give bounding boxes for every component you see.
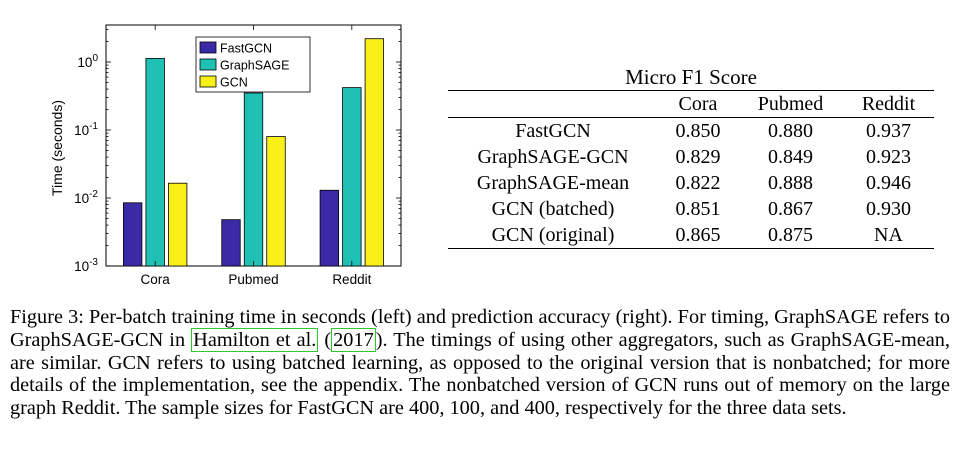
table-cell-method: GraphSAGE-GCN — [477, 146, 629, 168]
figure-caption: Figure 3: Per-batch training time in sec… — [10, 306, 950, 420]
citation-year-link[interactable]: 2017 — [331, 327, 376, 352]
f1-table-block: Micro F1 Score Cora Pubmed Reddit FastGC… — [448, 64, 934, 249]
legend-swatch-graphsage — [199, 58, 217, 71]
y-tick-label: 100 — [77, 53, 98, 70]
table-cell-method: GCN (original) — [491, 224, 615, 246]
caption-text: . The timings of using other aggregators… — [10, 328, 951, 420]
legend-label-graphsage: GraphSAGE — [220, 59, 289, 73]
legend-label-fastgcn: FastGCN — [220, 42, 272, 56]
table-cell-method: GraphSAGE-mean — [476, 172, 630, 194]
table-title: Micro F1 Score — [625, 65, 757, 89]
table-cell: 0.849 — [768, 146, 813, 168]
table-row: FastGCN 0.850 0.880 0.937 — [448, 118, 934, 145]
f1-score-table: Cora Pubmed Reddit FastGCN 0.850 0.880 0… — [448, 90, 934, 249]
table-cell-method: FastGCN — [515, 120, 591, 142]
caption-text: Figure 3: Per-batch training time in sec… — [10, 306, 950, 351]
table-cell: NA — [874, 224, 903, 246]
bar-gcn-cora — [168, 182, 188, 267]
table-row: GCN (batched) 0.851 0.867 0.930 — [448, 196, 934, 222]
bar-graphsage-pubmed — [243, 92, 264, 267]
bar-gcn-pubmed — [266, 136, 286, 267]
table-cell: 0.867 — [768, 198, 813, 220]
table-cell: 0.822 — [675, 172, 721, 194]
table-cell: 0.851 — [675, 198, 721, 220]
y-axis-label: Time (seconds) — [49, 100, 65, 196]
bar-graphsage-reddit — [342, 87, 362, 267]
bar-fastgcn-pubmed — [221, 219, 241, 267]
citation-link[interactable]: Hamilton et al. — [191, 327, 319, 352]
caption-text: ) — [375, 328, 383, 351]
table-cell: 0.930 — [866, 198, 911, 220]
legend-swatch-fastgcn — [199, 41, 217, 54]
x-tick-label: Reddit — [332, 272, 371, 287]
x-tick-label: Cora — [141, 272, 171, 287]
y-tick-label: 10-3 — [74, 257, 98, 274]
table-row: GCN (original) 0.865 0.875 NA — [448, 222, 934, 249]
table-cell: 0.946 — [866, 172, 911, 194]
table-header-row: Cora Pubmed Reddit — [448, 90, 934, 118]
table-cell: 0.850 — [675, 120, 721, 142]
y-tick-label: 10-1 — [74, 121, 98, 138]
table-cell: 0.880 — [768, 120, 813, 142]
table-header-cell — [448, 91, 658, 118]
caption-text: ( — [318, 328, 332, 351]
bar-graphsage-cora — [145, 57, 165, 267]
table-header-cell: Pubmed — [757, 93, 824, 115]
y-tick-label: 10-2 — [74, 189, 98, 206]
bar-gcn-reddit — [364, 38, 384, 267]
bar-fastgcn-cora — [123, 202, 143, 267]
table-cell: 0.865 — [675, 224, 721, 246]
table-cell: 0.829 — [675, 146, 721, 168]
table-cell: 0.923 — [866, 146, 911, 168]
table-cell: 0.937 — [866, 120, 911, 142]
table-cell: 0.888 — [768, 172, 813, 194]
table-cell: 0.875 — [768, 224, 813, 246]
x-tick-label: Pubmed — [228, 272, 278, 287]
table-header-cell: Reddit — [861, 93, 916, 115]
legend-label-gcn: GCN — [220, 76, 248, 90]
table-header-cell: Cora — [678, 93, 718, 115]
table-row: GraphSAGE-mean 0.822 0.888 0.946 — [448, 170, 934, 196]
table-row: GraphSAGE-GCN 0.829 0.849 0.923 — [448, 144, 934, 170]
legend-swatch-gcn — [199, 75, 217, 88]
table-cell-method: GCN (batched) — [491, 198, 615, 220]
bar-fastgcn-reddit — [319, 189, 339, 267]
timing-bar-chart: Cora Pubmed Reddit 10-3 10-2 10-1 100 FastGCN G… — [49, 24, 402, 287]
